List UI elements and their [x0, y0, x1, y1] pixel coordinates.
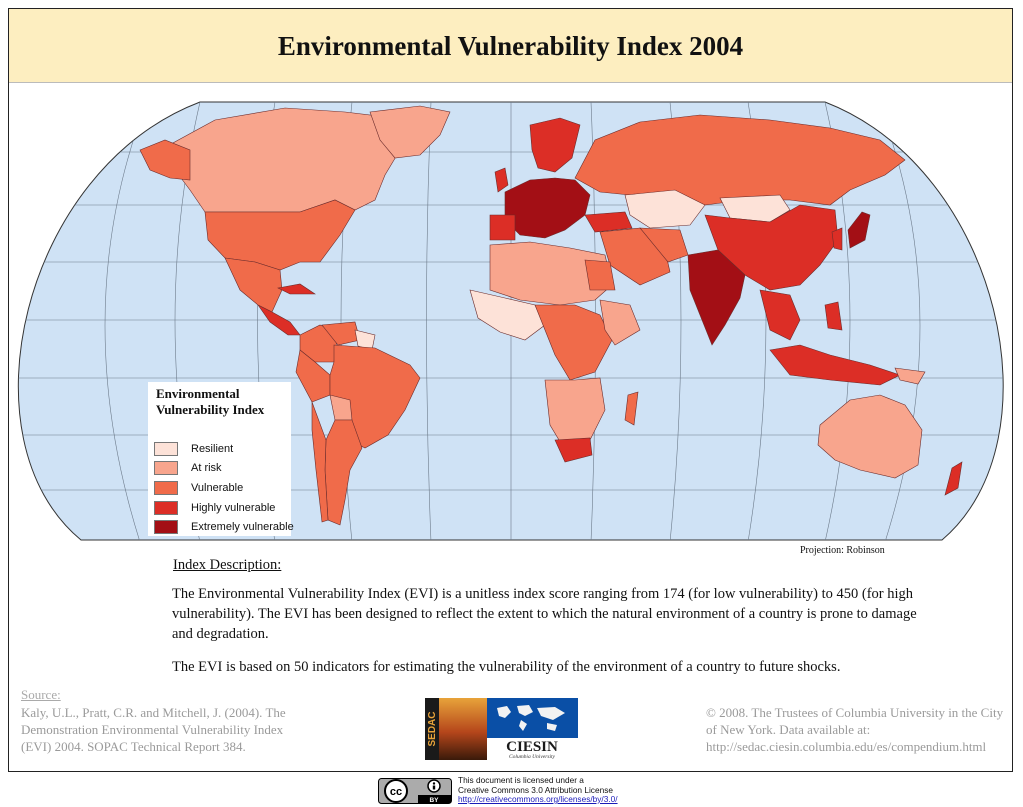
country-chile: [311, 401, 329, 523]
country-cuba: [277, 283, 316, 295]
sedac-label: SEDAC: [427, 711, 438, 746]
legend-swatch: [154, 501, 178, 515]
legend-swatch: [154, 481, 178, 495]
country-philippines: [824, 301, 843, 331]
country-papua-new-guinea: [894, 367, 926, 385]
description-paragraph-2: The EVI is based on 50 indicators for es…: [172, 659, 841, 675]
country-central-africa: [534, 304, 613, 381]
countries: [139, 105, 963, 526]
legend-item-vulnerable: Vulnerable: [154, 481, 294, 497]
legend-title: Environmental Vulnerability Index: [156, 386, 265, 417]
legend-label: Vulnerable: [191, 482, 244, 494]
country-uk: [494, 167, 509, 193]
license-line-2: Creative Commons 3.0 Attribution License: [458, 784, 613, 795]
country-iberia: [489, 214, 516, 241]
copyright-notice: © 2008. The Trustees of Columbia Univers…: [706, 705, 1004, 754]
country-india: [687, 249, 746, 346]
country-south-africa: [554, 437, 593, 463]
country-alaska: [139, 139, 191, 181]
legend-item-at-risk: At risk: [154, 461, 294, 477]
country-madagascar: [624, 391, 639, 426]
source-text: Kaly, U.L., Pratt, C.R. and Mitchell, J.…: [21, 705, 286, 754]
legend-label: Extremely vulnerable: [191, 521, 294, 533]
country-kazakhstan: [624, 189, 706, 229]
ciesin-label: CIESIN: [506, 739, 558, 755]
country-korea: [831, 227, 843, 251]
license-line-1: This document is licensed under a: [458, 775, 584, 785]
legend-label: Resilient: [191, 443, 234, 455]
license-link[interactable]: http://creativecommons.org/licenses/by/3…: [458, 794, 618, 804]
legend-item-resilient: Resilient: [154, 442, 294, 458]
country-japan: [847, 211, 871, 249]
columbia-label: Columbia University: [509, 754, 556, 760]
legend: Environmental Vulnerability Index Resili…: [148, 382, 294, 536]
description-heading: Index Description:: [173, 557, 282, 573]
country-southern-africa: [544, 377, 606, 451]
country-north-africa: [489, 241, 613, 306]
cc-label: cc: [390, 786, 402, 798]
country-scandinavia: [529, 117, 581, 173]
map-title: Environmental Vulnerability Index 2004: [277, 31, 744, 61]
country-west-africa: [469, 289, 546, 341]
legend-label: Highly vulnerable: [191, 502, 276, 514]
cc-by-badge: cc BY: [378, 778, 452, 804]
country-turkey: [584, 211, 633, 233]
legend-swatch: [154, 520, 178, 534]
legend-swatch: [154, 461, 178, 475]
legend-item-highly-vulnerable: Highly vulnerable: [154, 501, 294, 517]
country-greenland: [369, 105, 451, 159]
description-paragraph-1: The Environmental Vulnerability Index (E…: [172, 586, 917, 642]
legend-label: At risk: [191, 462, 222, 474]
source-label: Source:: [21, 687, 61, 702]
license-text: This document is licensed under a Creati…: [458, 775, 618, 805]
country-southeast-asia: [759, 289, 801, 341]
country-egypt: [584, 259, 616, 291]
title-bar: Environmental Vulnerability Index 2004: [9, 9, 1012, 83]
projection-note: Projection: Robinson: [800, 545, 885, 556]
sedac-ciesin-logo: SEDAC CIESIN Columbia University: [425, 698, 578, 760]
country-australia: [817, 394, 923, 479]
legend-swatch: [154, 442, 178, 456]
country-new-zealand: [944, 461, 963, 496]
country-east-africa: [599, 299, 641, 346]
country-mexico: [224, 257, 283, 313]
by-label: BY: [429, 797, 439, 804]
legend-item-extremely-vulnerable: Extremely vulnerable: [154, 520, 294, 536]
